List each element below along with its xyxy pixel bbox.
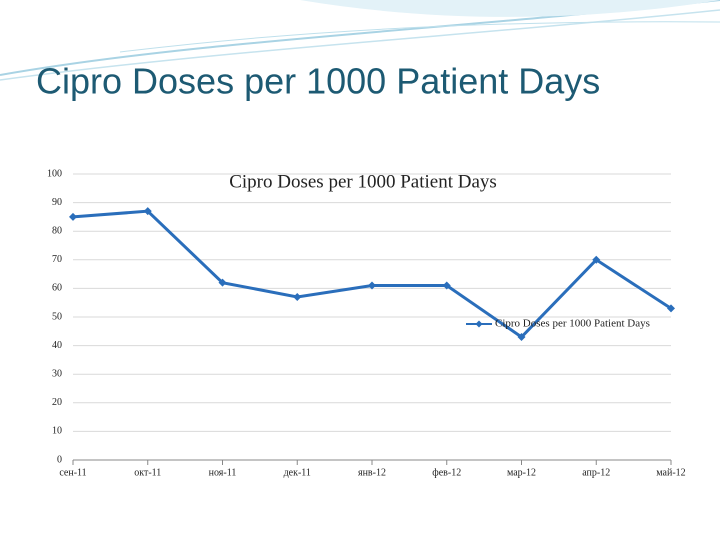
y-tick-label: 10 bbox=[52, 426, 62, 437]
data-point bbox=[368, 281, 376, 290]
decor-swoosh bbox=[0, 9, 720, 81]
x-tick-label: мар-12 bbox=[507, 467, 536, 478]
y-tick-label: 80 bbox=[52, 225, 62, 236]
y-tick-label: 60 bbox=[52, 283, 62, 294]
x-tick-label: ноя-11 bbox=[209, 467, 237, 478]
data-point bbox=[143, 207, 152, 216]
decor-swoosh bbox=[119, 21, 720, 53]
data-point bbox=[69, 212, 77, 221]
x-tick-label: май-12 bbox=[656, 467, 685, 478]
y-tick-label: 20 bbox=[52, 397, 62, 408]
x-tick-label: янв-12 bbox=[358, 467, 386, 478]
x-tick-label: апр-12 bbox=[582, 467, 610, 478]
x-tick-label: фев-12 bbox=[432, 467, 461, 478]
data-point bbox=[517, 333, 526, 342]
slide-title: Cipro Doses per 1000 Patient Days bbox=[36, 61, 600, 102]
data-point bbox=[667, 304, 675, 313]
y-tick-label: 90 bbox=[52, 197, 62, 208]
y-tick-label: 70 bbox=[52, 254, 62, 265]
data-point bbox=[218, 278, 227, 287]
y-tick-label: 30 bbox=[52, 368, 62, 379]
y-tick-label: 100 bbox=[47, 168, 62, 179]
chart-title: Cipro Doses per 1000 Patient Days bbox=[229, 171, 497, 192]
x-tick-label: окт-11 bbox=[134, 467, 161, 478]
x-tick-label: дек-11 bbox=[284, 467, 311, 478]
y-tick-label: 0 bbox=[57, 454, 62, 465]
x-tick-label: сен-11 bbox=[59, 467, 86, 478]
legend-label: Cipro Doses per 1000 Patient Days bbox=[495, 318, 650, 330]
data-point bbox=[592, 255, 601, 264]
data-point bbox=[442, 281, 451, 290]
decor-swoosh bbox=[300, 0, 720, 17]
legend-marker bbox=[475, 320, 483, 328]
y-tick-label: 50 bbox=[52, 311, 62, 322]
data-point bbox=[293, 292, 302, 301]
y-tick-label: 40 bbox=[52, 340, 62, 351]
